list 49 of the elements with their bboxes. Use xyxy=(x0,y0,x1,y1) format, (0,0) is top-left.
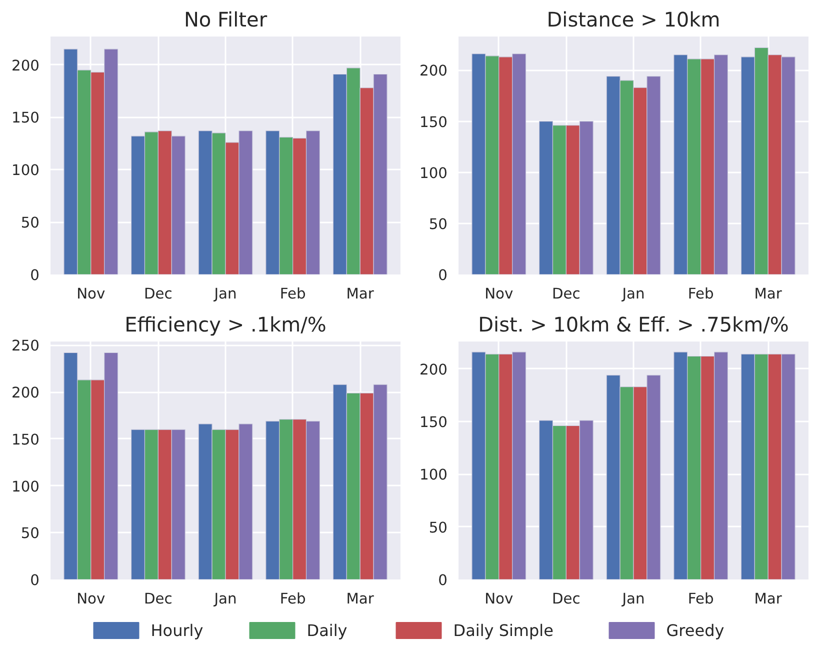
y-tick-label: 200 xyxy=(420,361,448,378)
chart-title: Dist. > 10km & Eff. > .75km/% xyxy=(478,312,789,336)
x-tick-label: Mar xyxy=(346,286,375,302)
x-tick-label: Mar xyxy=(346,590,375,608)
y-tick-label: 200 xyxy=(420,62,448,80)
chart-title: Efficiency > .1km/% xyxy=(124,312,326,336)
x-tick-label: Jan xyxy=(621,590,645,608)
x-tick-label: Dec xyxy=(552,590,580,608)
x-tick-label: Dec xyxy=(144,286,172,302)
y-tick-label: 150 xyxy=(420,414,448,432)
y-tick-label: 150 xyxy=(420,114,448,131)
y-tick-label: 0 xyxy=(438,267,448,284)
y-tick-label: 100 xyxy=(420,466,448,484)
x-tick-label: Dec xyxy=(144,590,172,608)
y-tick-label: 150 xyxy=(12,110,40,127)
y-tick-label: 50 xyxy=(20,214,40,232)
y-tick-label: 0 xyxy=(438,572,448,589)
y-tick-label: 0 xyxy=(30,267,40,284)
x-tick-label: Jan xyxy=(213,286,237,302)
legend-label: Greedy xyxy=(666,621,724,640)
x-tick-label: Feb xyxy=(280,590,306,608)
y-tick-label: 100 xyxy=(12,162,40,180)
chart-title: Distance > 10km xyxy=(546,8,720,32)
y-tick-label: 50 xyxy=(428,216,448,233)
x-tick-label: Nov xyxy=(76,590,106,608)
x-tick-label: Nov xyxy=(76,286,106,302)
y-tick-label: 150 xyxy=(12,431,40,448)
x-tick-label: Dec xyxy=(552,286,580,302)
x-tick-label: Jan xyxy=(621,286,645,302)
legend-label: Daily Simple xyxy=(453,621,554,640)
y-tick-label: 50 xyxy=(428,519,448,536)
chart-title: No Filter xyxy=(184,8,268,32)
x-tick-label: Feb xyxy=(688,590,714,608)
y-tick-label: 0 xyxy=(30,572,40,589)
y-tick-label: 200 xyxy=(12,384,40,402)
x-tick-label: Nov xyxy=(484,590,514,608)
x-tick-label: Feb xyxy=(280,286,306,302)
legend-label: Hourly xyxy=(150,621,204,640)
y-tick-label: 200 xyxy=(12,57,40,74)
legend-label: Daily xyxy=(306,621,348,640)
y-tick-label: 100 xyxy=(420,164,448,182)
y-tick-label: 100 xyxy=(12,478,40,496)
x-tick-label: Mar xyxy=(754,286,783,302)
x-tick-label: Jan xyxy=(213,590,237,608)
x-tick-label: Feb xyxy=(688,286,714,302)
y-tick-label: 250 xyxy=(12,338,40,355)
x-tick-label: Mar xyxy=(754,590,783,608)
x-tick-label: Nov xyxy=(484,286,514,302)
y-tick-label: 50 xyxy=(20,525,40,542)
